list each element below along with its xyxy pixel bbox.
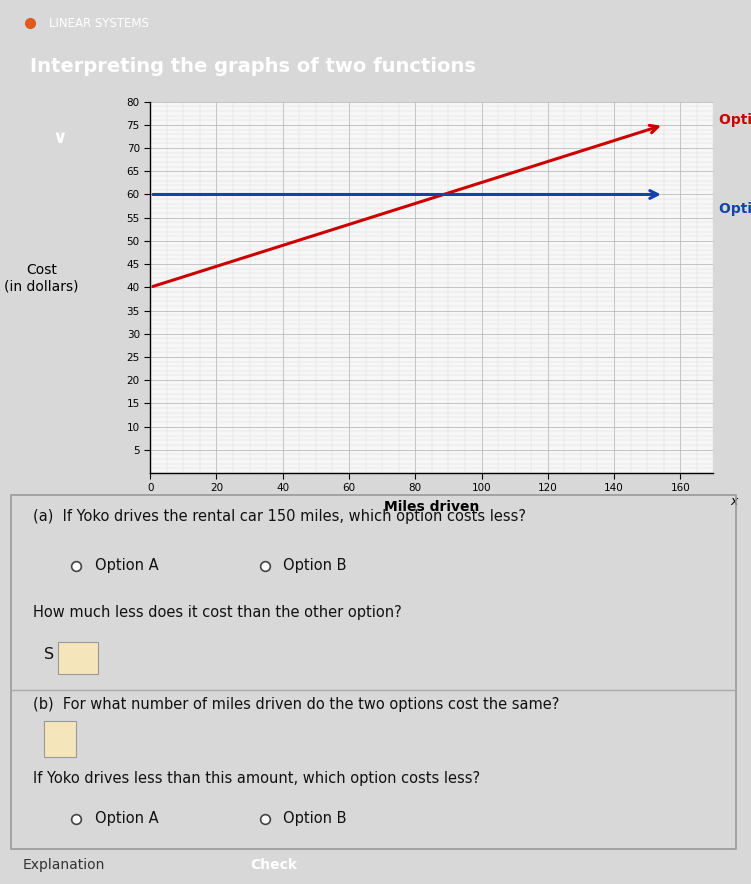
Bar (59, 642, 98, 674)
Text: Option A: Option A (95, 812, 158, 826)
Text: (b)  For what number of miles driven do the two options cost the same?: (b) For what number of miles driven do t… (33, 697, 559, 712)
Text: Cost
(in dollars): Cost (in dollars) (4, 263, 79, 293)
Text: Option A: Option A (719, 113, 751, 126)
Text: Option A: Option A (95, 559, 158, 573)
Text: S: S (44, 647, 54, 661)
Bar (44, 721, 77, 757)
Text: ∨: ∨ (53, 129, 68, 147)
Text: Interpreting the graphs of two functions: Interpreting the graphs of two functions (30, 57, 476, 76)
Text: How much less does it cost than the other option?: How much less does it cost than the othe… (33, 605, 402, 620)
Text: Option B: Option B (283, 812, 346, 826)
Text: x: x (730, 495, 737, 508)
Text: If Yoko drives less than this amount, which option costs less?: If Yoko drives less than this amount, wh… (33, 771, 480, 786)
Text: Check: Check (251, 858, 297, 873)
Text: (a)  If Yoko drives the rental car 150 miles, which option costs less?: (a) If Yoko drives the rental car 150 mi… (33, 509, 526, 524)
Text: Option B: Option B (719, 202, 751, 216)
Text: LINEAR SYSTEMS: LINEAR SYSTEMS (49, 17, 149, 30)
Text: Option B: Option B (283, 559, 346, 573)
Text: Explanation: Explanation (23, 857, 105, 872)
X-axis label: Miles driven: Miles driven (385, 500, 479, 514)
